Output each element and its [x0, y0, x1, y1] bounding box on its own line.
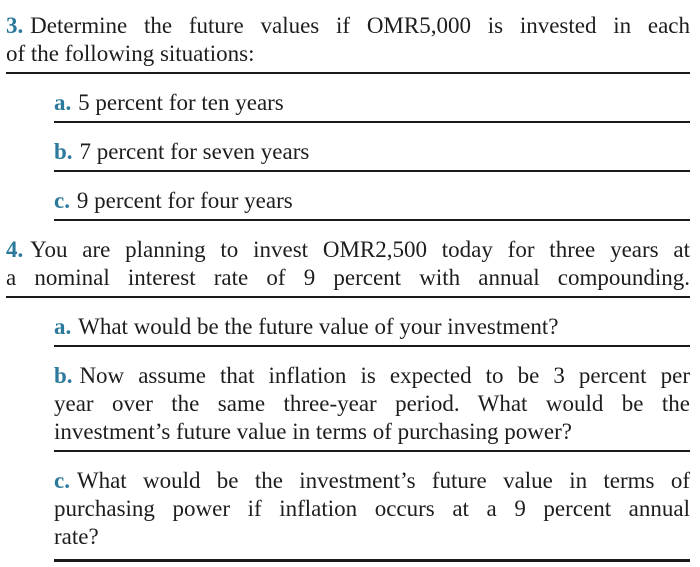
question-4-item-c-text-1: What would be the investment’s future va… [76, 468, 690, 493]
question-3-item-a-line: a. 5 percent for ten years [54, 89, 690, 117]
question-4-item-c-text-2: purchasing power if inflation occurs at … [54, 496, 690, 521]
worksheet-page: 3. Determine the future values if OMR5,00… [6, 12, 690, 562]
question-3-item-b-label: b. [54, 139, 73, 164]
question-3-text-1: Determine the future values if OMR5,000 … [30, 13, 690, 38]
question-3-item-b-line: b. 7 percent for seven years [54, 138, 690, 166]
question-4-number: 4. [6, 237, 24, 262]
question-3-item-a: a. 5 percent for ten years [54, 89, 690, 123]
question-4-item-b-text-2: year over the same three-year period. Wh… [54, 391, 690, 416]
question-3-number: 3. [6, 13, 24, 38]
question-4-item-b-label: b. [54, 363, 73, 388]
question-3-item-c-line: c. 9 percent for four years [54, 187, 690, 215]
question-4-text-1: You are planning to invest OMR2,500 toda… [30, 237, 690, 262]
question-4-item-a-label: a. [54, 314, 72, 339]
question-3-text-2: of the following situations: [6, 41, 255, 66]
question-4-item-c-label: c. [54, 468, 70, 493]
question-4-item-c-text-3: rate? [54, 524, 99, 549]
question-4-item-b-text-3: investment’s future value in terms of pu… [54, 419, 572, 444]
question-4-item-a-line: a. What would be the future value of your… [54, 313, 690, 341]
question-3-item-c-label: c. [54, 188, 70, 213]
question-4-item-a-text: What would be the future value of your i… [78, 314, 559, 339]
question-3: 3. Determine the future values if OMR5,00… [6, 12, 690, 74]
question-3-line-1: 3. Determine the future values if OMR5,00… [6, 12, 690, 40]
question-4-item-b: b. Now assume that inflation is expected … [54, 362, 690, 452]
question-4-item-c-line-1: c. What would be the investment’s future … [54, 467, 690, 495]
question-3-item-a-text: 5 percent for ten years [78, 90, 284, 115]
question-3-item-b: b. 7 percent for seven years [54, 138, 690, 172]
question-4-line-1: 4. You are planning to invest OMR2,500 to… [6, 236, 690, 264]
question-4: 4. You are planning to invest OMR2,500 to… [6, 236, 690, 298]
question-4-item-b-text-1: Now assume that inflation is expected to… [79, 363, 690, 388]
question-3-item-c: c. 9 percent for four years [54, 187, 690, 221]
question-3-item-c-text: 9 percent for four years [76, 188, 293, 213]
question-3-item-b-text: 7 percent for seven years [79, 139, 310, 164]
question-4-text-2: a nominal interest rate of 9 percent wit… [6, 265, 690, 290]
question-4-item-b-line-1: b. Now assume that inflation is expected … [54, 362, 690, 390]
question-3-item-a-label: a. [54, 90, 72, 115]
question-4-item-c: c. What would be the investment’s future … [54, 467, 690, 562]
question-4-item-a: a. What would be the future value of your… [54, 313, 690, 347]
